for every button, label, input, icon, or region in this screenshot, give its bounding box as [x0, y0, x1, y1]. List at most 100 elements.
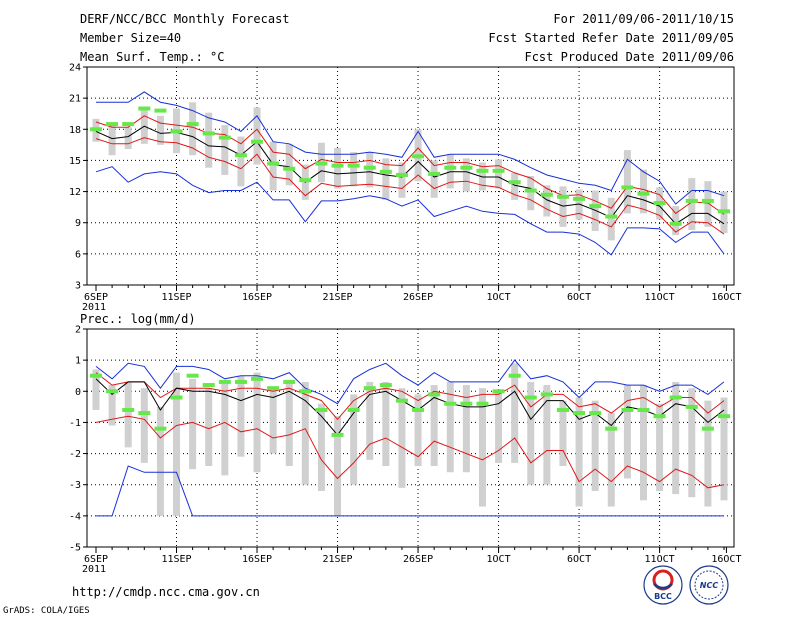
median-marker [363, 386, 376, 391]
spread-box [108, 385, 116, 426]
x-tick-label: 26SEP [403, 554, 433, 565]
spread-box [156, 115, 164, 145]
precip-axis-label: Prec.: log(mm/d) [80, 312, 196, 326]
spread-box [301, 381, 309, 485]
y-tick-label: -2 [69, 449, 81, 460]
median-marker [621, 407, 634, 412]
spread-box [511, 363, 519, 463]
spread-box [623, 150, 631, 214]
grads-credit: GrADS: COLA/IGES [3, 606, 90, 616]
spread-box [221, 381, 229, 476]
x-tick-label: 21SEP [322, 292, 352, 303]
source-url: http://cmdp.ncc.cma.gov.cn [72, 585, 260, 599]
x-tick-label: 1OCT [487, 554, 511, 565]
spread-box [607, 197, 615, 241]
x-tick-label: 16SEP [242, 292, 272, 303]
median-marker [154, 426, 167, 431]
median-marker [218, 379, 231, 384]
y-tick-label: -4 [69, 511, 81, 522]
max-line [95, 359, 725, 405]
spread-box [398, 388, 406, 488]
spread-box [398, 162, 406, 198]
ensemble-mean-line [95, 378, 725, 436]
upper-band-line [95, 372, 725, 421]
spread-box [366, 152, 374, 188]
spread-box [575, 189, 583, 220]
spread-box [124, 127, 132, 150]
median-marker [589, 204, 602, 209]
x-tick-label: 6OCT [567, 292, 591, 303]
upper-band-line [95, 115, 725, 215]
spread-box [430, 385, 438, 467]
median-marker [395, 398, 408, 403]
median-marker [412, 407, 425, 412]
median-marker [589, 411, 602, 416]
spread-box [688, 178, 696, 230]
spread-box [720, 397, 728, 501]
produced-date: Fcst Produced Date 2011/09/06 [524, 50, 734, 64]
median-marker [363, 165, 376, 170]
median-marker [170, 395, 183, 400]
median-marker [106, 389, 119, 394]
median-marker [524, 395, 537, 400]
median-marker [573, 196, 586, 201]
x-tick-label: 26SEP [403, 292, 433, 303]
x-tick-label: 6SEP [84, 292, 108, 303]
spread-box [382, 381, 390, 467]
min-line [96, 465, 724, 517]
spread-box [478, 388, 486, 507]
chart-title: DERF/NCC/BCC Monthly Forecast [80, 12, 290, 26]
spread-box [543, 385, 551, 485]
median-marker [508, 180, 521, 185]
spread-box [366, 381, 374, 460]
median-marker [331, 163, 344, 168]
median-marker [218, 135, 231, 140]
spread-box [350, 394, 358, 485]
y-tick-label: 6 [75, 249, 81, 260]
median-marker [718, 414, 730, 419]
spread-box [269, 141, 277, 191]
median-marker [605, 426, 618, 431]
x-tick-label: 16SEP [242, 554, 272, 565]
median-marker [315, 407, 328, 412]
spread-box [591, 400, 599, 491]
spread-box [189, 378, 197, 470]
median-marker [573, 411, 586, 416]
median-marker [122, 407, 135, 412]
median-marker [524, 188, 537, 193]
x-tick-label: 11SEP [161, 554, 191, 565]
median-marker [186, 122, 199, 127]
spread-box [462, 385, 470, 473]
spread-box [189, 102, 197, 156]
spread-box [205, 388, 213, 467]
median-marker [653, 200, 666, 205]
x-tick-label: 21SEP [322, 554, 352, 565]
y-tick-label: 24 [69, 63, 81, 74]
ncc-logo: NCC [689, 565, 729, 605]
median-marker [701, 198, 714, 203]
median-marker [460, 401, 473, 406]
spread-box [639, 385, 647, 501]
median-marker [267, 386, 280, 391]
median-marker [669, 395, 682, 400]
spread-box [559, 186, 567, 227]
spread-box [350, 152, 358, 187]
y-tick-label: -5 [69, 543, 81, 554]
median-marker [637, 407, 650, 412]
min-line [95, 166, 725, 256]
median-marker [283, 166, 296, 171]
y-tick-label: 15 [69, 156, 81, 167]
x-tick-label: 6OCT [567, 554, 591, 565]
spread-box [334, 147, 342, 189]
median-marker [444, 401, 457, 406]
median-marker [476, 401, 489, 406]
spread-box [704, 400, 712, 507]
y-tick-label: 2 [75, 325, 81, 336]
spread-box [543, 185, 551, 217]
median-marker [476, 168, 489, 173]
x-tick-label: 6SEP [84, 554, 108, 565]
x-year-label: 2011 [82, 564, 106, 575]
median-marker [299, 178, 312, 183]
